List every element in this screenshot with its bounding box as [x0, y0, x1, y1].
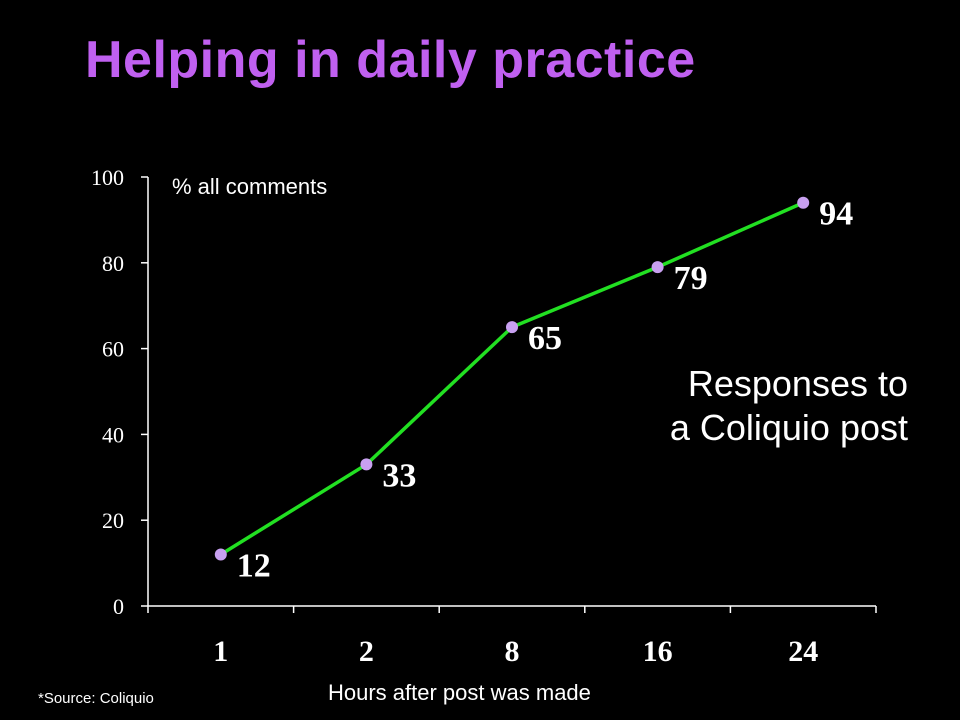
x-tick-label: 2: [359, 635, 374, 668]
data-point: [214, 548, 227, 561]
data-point: [360, 458, 373, 471]
x-tick-label: 16: [643, 635, 673, 668]
x-axis: 1 2 8 16 24: [147, 605, 877, 668]
data-point: [506, 321, 518, 334]
x-tick-label: 1: [213, 635, 228, 668]
x-tick-label: 24: [788, 635, 818, 668]
data-labels: 12 33 65 79 94: [237, 196, 853, 585]
y-tick-label: 80: [102, 251, 124, 276]
x-axis-label: Hours after post was made: [328, 680, 591, 705]
y-tick-label: 100: [91, 165, 124, 190]
y-tick-label: 20: [102, 508, 124, 533]
x-tick-label: 8: [505, 635, 520, 668]
annotation: Responses to a Coliquio post: [670, 362, 908, 450]
data-points: [214, 196, 810, 561]
y-tick-label: 0: [113, 594, 124, 619]
data-label: 94: [819, 196, 853, 233]
y-axis: 0 20 40 60 80 100: [91, 165, 149, 619]
data-point: [651, 261, 664, 274]
data-label: 33: [382, 457, 416, 494]
data-label: 12: [237, 548, 271, 585]
source-note: *Source: Coliquio: [38, 690, 154, 707]
y-tick-label: 60: [102, 337, 124, 362]
data-label: 65: [528, 320, 562, 357]
y-axis-label: % all comments: [172, 174, 327, 199]
data-label: 79: [674, 260, 708, 297]
slide-title: Helping in daily practice: [85, 31, 696, 89]
annotation-line-2: a Coliquio post: [669, 407, 908, 448]
data-point: [797, 196, 810, 209]
annotation-line-1: Responses to: [687, 363, 908, 404]
y-tick-label: 40: [102, 422, 124, 447]
